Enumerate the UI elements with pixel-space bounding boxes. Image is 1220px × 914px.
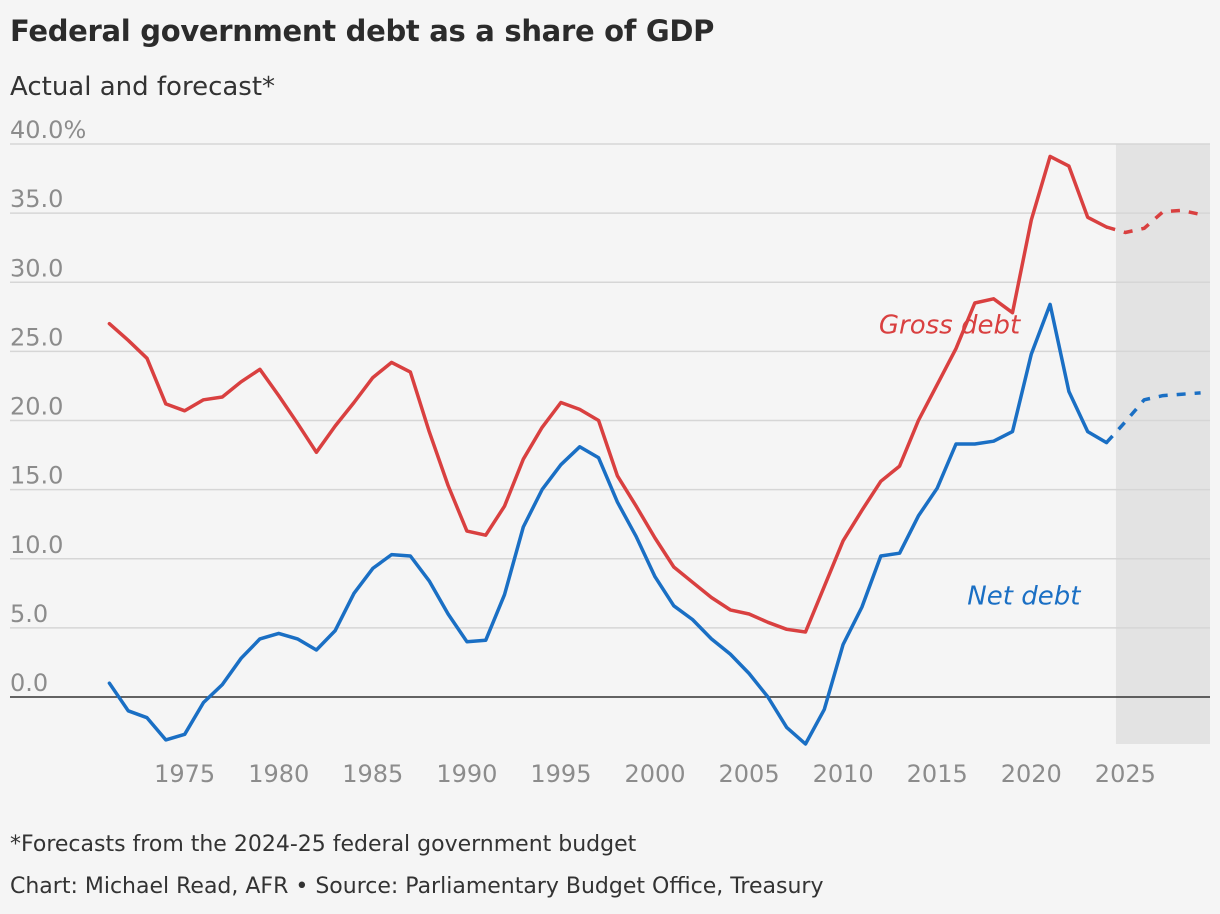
y-tick-label: 15.0	[10, 462, 63, 490]
x-tick-label: 2020	[1001, 760, 1062, 788]
gross-debt-label: Gross debt	[879, 310, 1021, 340]
x-tick-label: 1985	[342, 760, 403, 788]
x-tick-label: 1990	[436, 760, 497, 788]
y-tick-label: 5.0	[10, 600, 48, 628]
x-tick-label: 2015	[907, 760, 968, 788]
x-tick-label: 2000	[624, 760, 685, 788]
y-tick-label: 25.0	[10, 323, 63, 351]
x-tick-label: 2010	[813, 760, 874, 788]
x-tick-label: 1980	[248, 760, 309, 788]
source-credit: Chart: Michael Read, AFR • Source: Parli…	[10, 874, 824, 899]
net-debt-actual-line	[107, 302, 1109, 746]
net-debt-label: Net debt	[967, 581, 1081, 611]
chart-subtitle: Actual and forecast*	[10, 72, 276, 102]
x-tick-label: 1995	[530, 760, 591, 788]
forecast-footnote: *Forecasts from the 2024-25 federal gove…	[10, 832, 637, 857]
chart-title: Federal government debt as a share of GD…	[10, 14, 715, 48]
y-tick-label: 30.0	[10, 254, 63, 282]
y-tick-label: 10.0	[10, 531, 63, 559]
gross-debt-actual-line	[107, 154, 1109, 634]
y-tick-label: 40.0%	[10, 116, 86, 144]
y-tick-label: 0.0	[10, 669, 48, 697]
x-tick-label: 2025	[1095, 760, 1156, 788]
x-tick-label: 2005	[719, 760, 780, 788]
y-tick-label: 35.0	[10, 185, 63, 213]
x-tick-label: 1975	[154, 760, 215, 788]
forecast-shade	[1115, 144, 1210, 744]
net-debt-forecast-line	[1105, 391, 1201, 444]
y-tick-label: 20.0	[10, 393, 63, 421]
